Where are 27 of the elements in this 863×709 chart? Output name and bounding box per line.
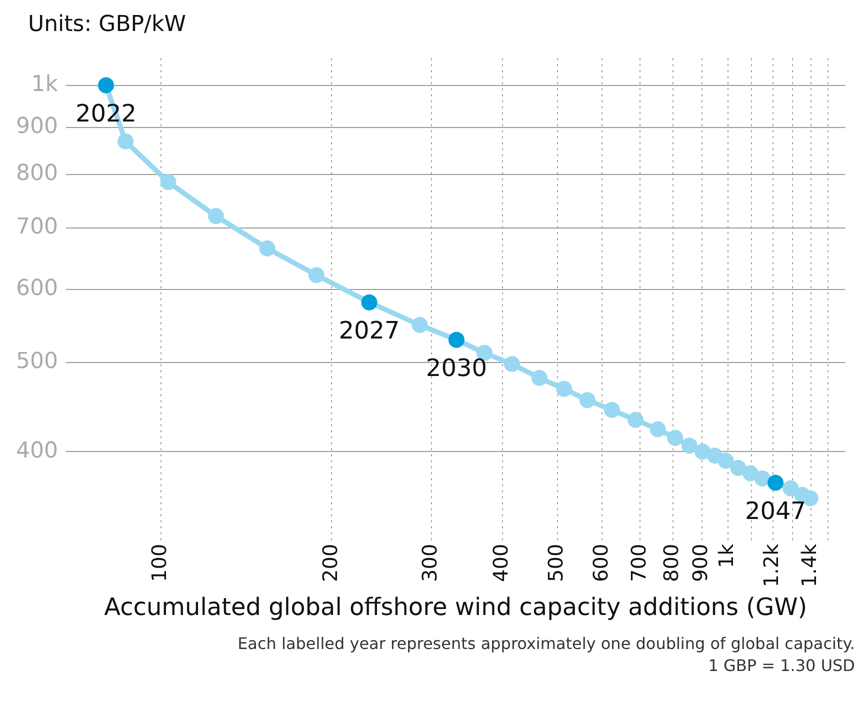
x-tick-label: 200 — [318, 544, 342, 582]
x-tick-label: 1k — [714, 543, 738, 568]
x-tick-label: 700 — [626, 544, 650, 582]
x-tick-label: 400 — [488, 544, 513, 582]
x-tick-label: 1.2k — [759, 543, 784, 588]
x-tick-label: 100 — [147, 544, 172, 582]
y-tick-label: 400 — [16, 438, 58, 464]
annotation: 2027 — [338, 316, 400, 345]
annotation: 2047 — [744, 497, 806, 525]
x-tick-label: 900 — [688, 544, 712, 582]
y-tick-label: 500 — [16, 349, 58, 374]
text: Each labelled year represents approximately one doubling of global capacity. — [236, 633, 855, 655]
x-tick-label: 500 — [543, 544, 568, 582]
x-tick-label: 800 — [659, 544, 684, 582]
x-tick-label: 600 — [588, 544, 612, 582]
annotation: 2030 — [426, 354, 487, 382]
annotation: 2022 — [75, 99, 137, 128]
y-tick-label: 900 — [16, 114, 58, 140]
x-axis-title: Accumulated global offshore wind capacity additions (GW) — [104, 592, 808, 621]
y-tick-label: 1k — [31, 72, 58, 97]
y-tick-label: 700 — [16, 214, 58, 240]
x-tick-label: 300 — [418, 544, 442, 582]
y-tick-label: 600 — [16, 276, 58, 302]
text: 1 GBP = 1.30 USD — [707, 655, 855, 677]
y-axis-title: Units: GBP/kW — [27, 11, 187, 37]
y-tick-label: 800 — [16, 161, 58, 186]
x-tick-label: 1.4k — [797, 543, 822, 588]
